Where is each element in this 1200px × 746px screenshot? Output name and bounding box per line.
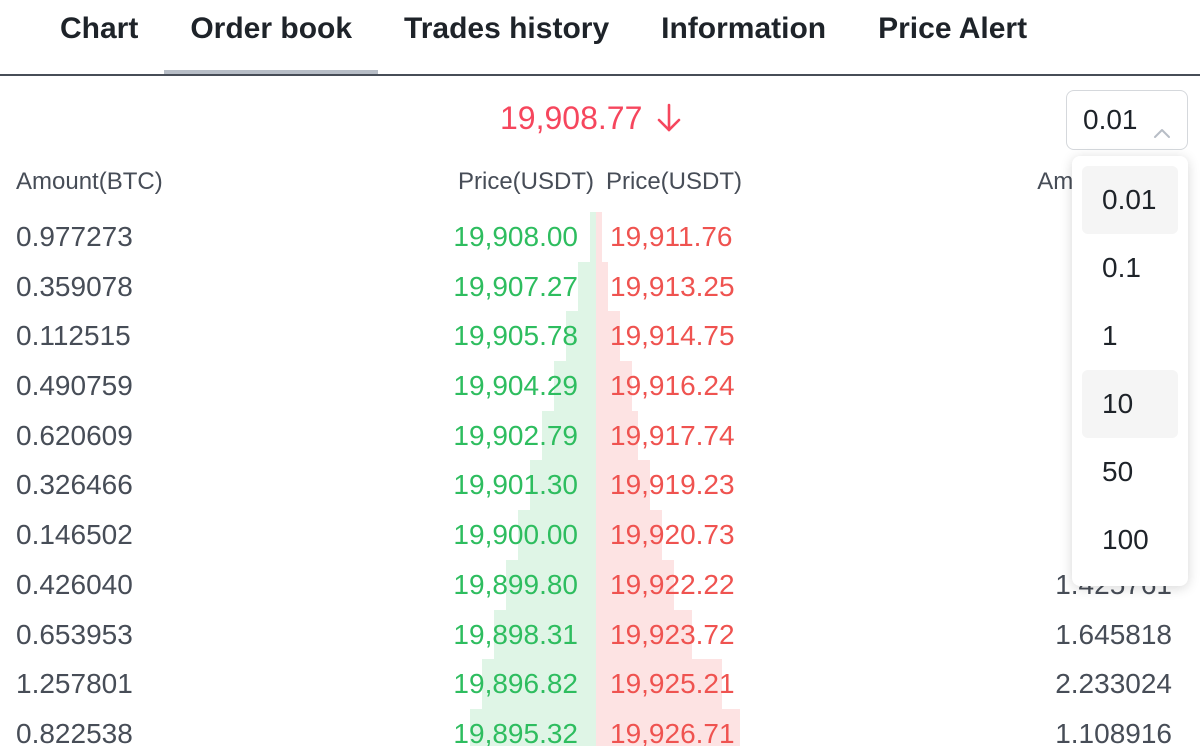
- ask-price: 19,911.76: [610, 221, 733, 252]
- header-bid-price: Price(USDT): [458, 168, 594, 195]
- bid-depth-bar: [530, 460, 596, 511]
- precision-select[interactable]: 0.01: [1066, 90, 1188, 150]
- ask-price: 19,917.74: [610, 419, 735, 451]
- bid-depth-bar: [482, 659, 596, 709]
- bid-price: 19,905.78: [453, 320, 578, 352]
- chevron-up-icon: [1153, 114, 1171, 138]
- bid-price: 19,896.82: [453, 668, 578, 700]
- tab-bar: Chart Order book Trades history Informat…: [0, 0, 1200, 76]
- ask-amount: 1.645818: [1055, 618, 1172, 650]
- bid-amount: 1.257801: [16, 668, 133, 700]
- order-book-row[interactable]: 0.822538 19,895.32 19,926.71 1.108916: [0, 708, 1200, 746]
- bid-depth-bar: [470, 708, 596, 746]
- ask-depth-bar: [596, 510, 662, 560]
- bid-amount: 0.490759: [16, 370, 133, 402]
- ask-depth-bar: [596, 609, 692, 660]
- ask-price: 19,922.22: [610, 568, 735, 600]
- bid-amount: 0.653953: [16, 618, 133, 650]
- ask-price: 19,914.75: [610, 320, 735, 352]
- ask-depth-bar: [596, 708, 740, 746]
- ask-depth-bar: [596, 261, 608, 312]
- ask-amount: 2.233024: [1055, 668, 1172, 700]
- bid-amount: 0.977273: [16, 221, 133, 252]
- order-book-row[interactable]: 1.257801 19,896.82 19,925.21 2.233024: [0, 659, 1200, 709]
- bid-amount: 0.620609: [16, 419, 133, 451]
- bid-price: 19,902.79: [453, 419, 578, 451]
- bid-depth-bar: [506, 559, 596, 610]
- precision-option[interactable]: 100: [1102, 524, 1149, 555]
- ask-price: 19,913.25: [610, 270, 735, 302]
- bid-depth-bar: [590, 212, 596, 262]
- ask-amount: 1.108916: [1055, 717, 1172, 746]
- ask-depth-bar: [596, 659, 722, 709]
- ask-depth-bar: [596, 361, 632, 411]
- ask-depth-bar: [596, 559, 674, 610]
- ask-price: 19,920.73: [610, 519, 735, 551]
- ask-price: 19,923.72: [610, 618, 735, 650]
- mid-price: 19,908.77: [500, 96, 682, 140]
- bid-price: 19,898.31: [453, 618, 578, 650]
- tab-information[interactable]: Information: [661, 12, 827, 45]
- bid-depth-bar: [578, 261, 596, 312]
- bid-price: 19,900.00: [453, 519, 578, 551]
- ask-price: 19,916.24: [610, 370, 735, 402]
- ask-price: 19,919.23: [610, 469, 735, 501]
- bid-price: 19,899.80: [453, 568, 578, 600]
- tab-chart[interactable]: Chart: [60, 12, 139, 45]
- precision-option[interactable]: 1: [1102, 320, 1118, 351]
- precision-dropdown-menu: 0.01 0.1 1 10 50 100: [1072, 156, 1188, 586]
- precision-option[interactable]: 50: [1102, 456, 1134, 487]
- bid-amount: 0.822538: [16, 717, 133, 746]
- ask-depth-bar: [596, 410, 638, 461]
- ask-price: 19,926.71: [610, 717, 735, 746]
- order-book-row[interactable]: 0.653953 19,898.31 19,923.72 1.645818: [0, 609, 1200, 660]
- order-book-rows: 0.97727319,908.0019,911.760.0.35907819,9…: [0, 212, 1200, 746]
- tab-price-alert[interactable]: Price Alert: [878, 12, 1028, 45]
- bid-depth-bar: [494, 609, 596, 660]
- bid-depth-bar: [554, 361, 596, 411]
- bid-amount: 0.112515: [16, 320, 131, 352]
- bid-price: 19,904.29: [453, 370, 578, 402]
- bid-amount: 0.426040: [16, 568, 133, 600]
- mid-price-value: 19,908.77: [500, 99, 643, 136]
- bid-depth-bar: [566, 311, 596, 362]
- precision-option[interactable]: 0.1: [1102, 252, 1141, 283]
- ask-depth-bar: [596, 311, 620, 362]
- arrow-down-icon: [656, 103, 682, 133]
- bid-price: 19,908.00: [453, 221, 578, 252]
- bid-price: 19,895.32: [453, 717, 578, 746]
- bid-amount: 0.326466: [16, 469, 133, 501]
- bid-amount: 0.146502: [16, 519, 133, 551]
- bid-price: 19,907.27: [453, 270, 578, 302]
- ask-depth-bar: [596, 212, 602, 262]
- bid-price: 19,901.30: [453, 469, 578, 501]
- precision-option[interactable]: 0.01: [1082, 166, 1178, 234]
- precision-selected-value: 0.01: [1083, 104, 1138, 135]
- header-ask-price: Price(USDT): [606, 168, 742, 195]
- ask-depth-bar: [596, 460, 650, 511]
- precision-option[interactable]: 10: [1082, 370, 1178, 438]
- bid-amount: 0.359078: [16, 270, 133, 302]
- tab-order-book[interactable]: Order book: [164, 0, 378, 74]
- ask-price: 19,925.21: [610, 668, 735, 700]
- tab-trades-history[interactable]: Trades history: [404, 12, 610, 45]
- bid-depth-bar: [518, 510, 596, 560]
- header-amount-left: Amount(BTC): [16, 168, 163, 195]
- bid-depth-bar: [542, 410, 596, 461]
